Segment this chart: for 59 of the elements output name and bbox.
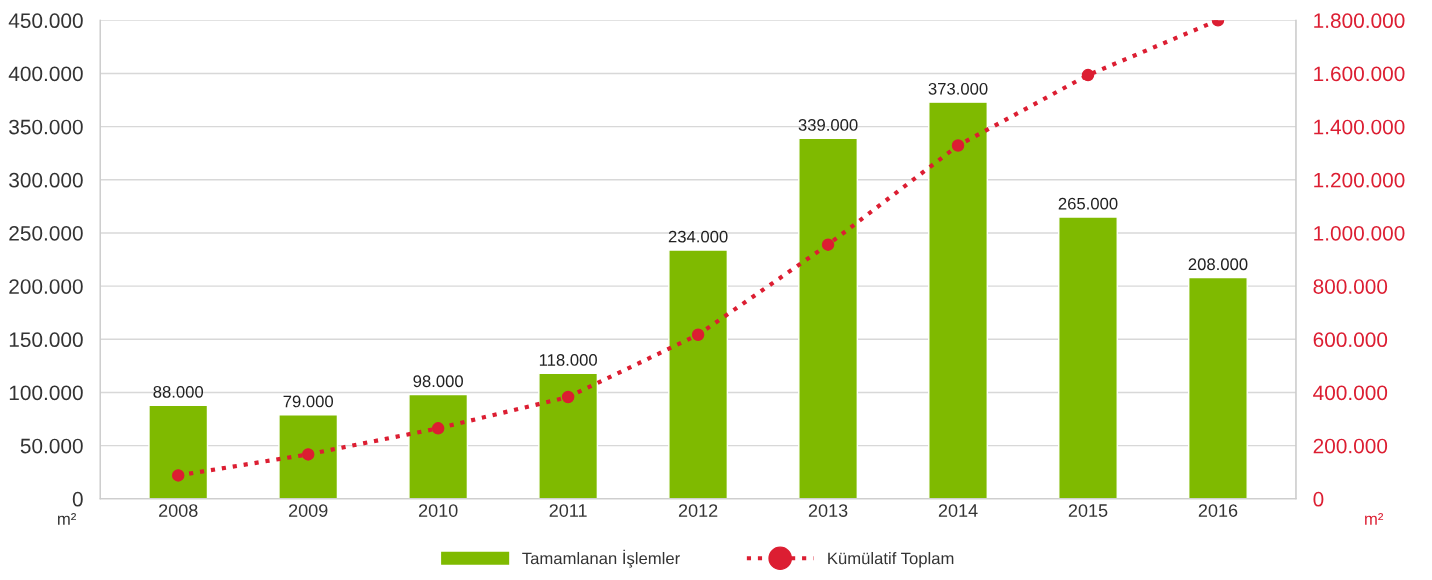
x-tick-label: 2015 <box>1068 504 1108 517</box>
legend-label: Kümülatif Toplam <box>828 552 954 568</box>
bar <box>408 393 469 499</box>
bar <box>798 137 859 499</box>
data-label: 98.000 <box>413 375 463 388</box>
x-tick-label: 2014 <box>938 504 978 517</box>
y-tick-label: 0 <box>72 491 83 507</box>
y2-tick-label: 0 <box>1313 491 1324 507</box>
point <box>821 238 835 251</box>
y2-tick-label: 600.000 <box>1313 332 1388 348</box>
data-label: 234.000 <box>668 230 728 243</box>
x-tick-label: 2013 <box>808 504 848 517</box>
y2-tick-label: 1.000.000 <box>1314 225 1405 241</box>
data-label: 118.000 <box>539 354 597 366</box>
y2-tick-label: 800.000 <box>1313 279 1388 294</box>
data-label: 265.000 <box>1058 197 1118 210</box>
point <box>561 390 575 404</box>
data-label: 373.000 <box>928 82 988 95</box>
y-tick-label: 100.000 <box>9 385 83 401</box>
y-tick-label: 250.000 <box>9 225 83 241</box>
y-tick-label: 50.000 <box>20 438 83 454</box>
y2-tick-label: 1.800.000 <box>1314 13 1405 29</box>
x-tick-label: 2011 <box>549 504 587 517</box>
y2-tick-label: 1.200.000 <box>1314 172 1405 188</box>
point <box>301 448 315 461</box>
y-tick-label: 350.000 <box>9 119 83 135</box>
point <box>171 469 185 482</box>
y-axis-title: m² <box>58 513 77 525</box>
bar <box>538 372 599 499</box>
bar <box>278 414 339 499</box>
y2-tick-label: 400.000 <box>1313 385 1388 401</box>
x-tick-label: 2012 <box>678 504 718 517</box>
y-tick-label: 400.000 <box>8 66 83 82</box>
legend-label: Tamamlanan İşlemler <box>522 549 680 568</box>
y-tick-label: 150.000 <box>9 332 83 348</box>
y2-tick-label: 1.400.000 <box>1314 119 1405 135</box>
y2-tick-label: 1.600.000 <box>1314 66 1405 82</box>
y-tick-label: 200.000 <box>9 279 83 294</box>
y2-axis-title: m² <box>1365 513 1384 525</box>
data-label: 339.000 <box>798 119 858 131</box>
bar <box>668 249 729 499</box>
bar <box>1188 276 1248 499</box>
bar <box>928 101 988 499</box>
y-tick-label: 300.000 <box>9 172 83 188</box>
x-tick-label: 2009 <box>289 504 328 517</box>
bar <box>148 404 209 499</box>
point <box>431 422 445 435</box>
y-tick-label: 450.000 <box>8 13 83 29</box>
point <box>1081 68 1095 82</box>
x-tick-label: 2008 <box>159 504 198 517</box>
data-label: 79.000 <box>283 395 334 408</box>
data-label: 88.000 <box>153 385 204 398</box>
y2-tick-label: 200.000 <box>1313 438 1388 454</box>
x-tick-label: 2010 <box>418 504 458 517</box>
data-label: 208.000 <box>1188 258 1248 271</box>
point <box>951 139 965 152</box>
bar <box>1058 216 1118 499</box>
x-tick-label: 2016 <box>1198 504 1238 517</box>
point <box>691 328 705 342</box>
